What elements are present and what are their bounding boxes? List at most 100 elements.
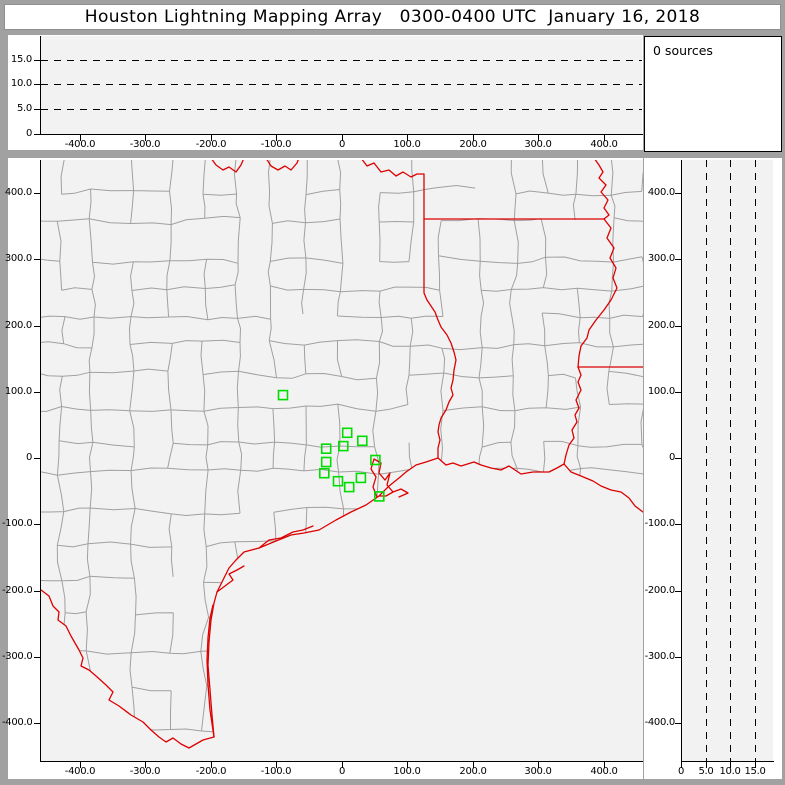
gulf-coastline-rio-grande [41,457,643,749]
ew-x-tick [276,135,277,141]
lma-station-marker [370,454,381,466]
ns-y-tick-label: 300.0 [647,253,675,264]
county-borders [41,160,643,734]
ew-y-tick-label: 10.0 [10,78,32,89]
map-x-tick [604,762,605,768]
mississippi-river-border [577,160,618,368]
corpus-christi-bay-shoreline [216,565,245,593]
map-y-tick-label: 400.0 [4,187,32,198]
ns-x-tick-label: 5.0 [698,766,714,777]
ew-y-tick [34,134,40,135]
map-x-tick [342,762,343,768]
ew-x-tick [473,135,474,141]
ns-y-tick [675,723,681,724]
map-y-axis [40,160,41,762]
altitude-ew-plot[interactable] [41,36,642,134]
ew-gridline [41,84,642,85]
lma-station-marker [320,456,332,468]
map-x-tick [276,762,277,768]
altitude-ew-panel [8,35,643,150]
ew-x-tick [604,135,605,141]
map-x-tick [538,762,539,768]
ns-y-axis [681,160,682,762]
ns-y-tick-label: 100.0 [647,386,675,397]
ew-x-tick-label: -400.0 [64,139,96,150]
ns-x-tick-label: 15.0 [744,766,766,777]
map-x-tick-label: -200.0 [195,766,227,777]
altitude-ns-plot[interactable] [682,160,773,761]
map-y-tick-label: -100.0 [2,518,33,529]
ns-y-tick-label: -400.0 [644,717,676,728]
map-y-tick [34,259,40,260]
lma-stations [277,389,385,502]
ew-x-tick-label: 200.0 [459,139,487,150]
ew-y-tick [34,84,40,85]
ns-y-tick [675,524,681,525]
ew-y-tick-label: 0 [25,128,32,139]
ns-y-tick [675,259,681,260]
ns-y-tick [675,591,681,592]
map-y-tick-label: 0 [25,452,32,463]
lma-station-marker [341,427,353,439]
ew-x-tick-label: 300.0 [524,139,552,150]
matagorda-bay-shoreline [258,525,314,549]
map-x-tick [407,762,408,768]
sources-count: 0 sources [653,43,713,58]
mississippi-river-border [563,366,582,465]
sources-panel: 0 sources [644,36,782,152]
map-y-tick-label: -400.0 [2,717,33,728]
map-y-tick [34,524,40,525]
map-x-tick-label: -400.0 [64,766,96,777]
ew-x-tick-label: 100.0 [393,139,421,150]
ns-x-tick [755,762,756,768]
ns-y-tick [675,392,681,393]
map-x-tick [80,762,81,768]
ns-y-tick-label: -200.0 [644,585,676,596]
ns-x-tick [730,762,731,768]
ns-y-tick-label: -100.0 [644,518,676,529]
ns-x-tick-label: 10.0 [719,766,741,777]
map-y-tick [34,392,40,393]
lma-station-marker [356,435,368,447]
lma-station-marker [373,491,385,502]
plan-view-plot[interactable] [41,160,643,761]
ew-x-tick [80,135,81,141]
ew-y-tick [34,60,40,61]
ew-y-axis [40,36,41,135]
ns-y-tick-label: -300.0 [644,651,676,662]
texas-arkansas-border [361,160,425,220]
map-y-tick-label: -200.0 [2,585,33,596]
ew-x-tick-label: -100.0 [260,139,292,150]
map-y-tick [34,193,40,194]
map-y-tick-label: 100.0 [4,386,32,397]
ew-y-tick [34,109,40,110]
map-y-tick [34,591,40,592]
galveston-island-shoreline [392,488,409,498]
map-y-tick-label: -300.0 [2,651,33,662]
ew-x-tick [145,135,146,141]
lma-station-marker [332,475,344,487]
map-x-tick [145,762,146,768]
ns-gridline [730,160,731,761]
map-x-tick [473,762,474,768]
laguna-madre-shoreline [206,604,215,738]
map-x-tick-label: 200.0 [459,766,487,777]
ns-x-axis [681,761,774,762]
ew-x-tick-label: 400.0 [590,139,618,150]
lma-station-marker [318,467,330,479]
map-y-tick [34,723,40,724]
ns-y-tick [675,657,681,658]
ns-y-tick [675,458,681,459]
ew-x-tick-label: -200.0 [195,139,227,150]
ew-y-tick-label: 5.0 [16,103,32,114]
state-borders [41,160,643,749]
lma-station-marker [320,443,332,455]
ns-y-tick-label: 200.0 [647,320,675,331]
map-y-tick-label: 300.0 [4,253,32,264]
map-x-tick-label: -100.0 [260,766,292,777]
county-map [41,160,643,749]
texas-louisiana-sabine-border [423,218,457,459]
ew-x-tick [211,135,212,141]
map-y-tick [34,657,40,658]
